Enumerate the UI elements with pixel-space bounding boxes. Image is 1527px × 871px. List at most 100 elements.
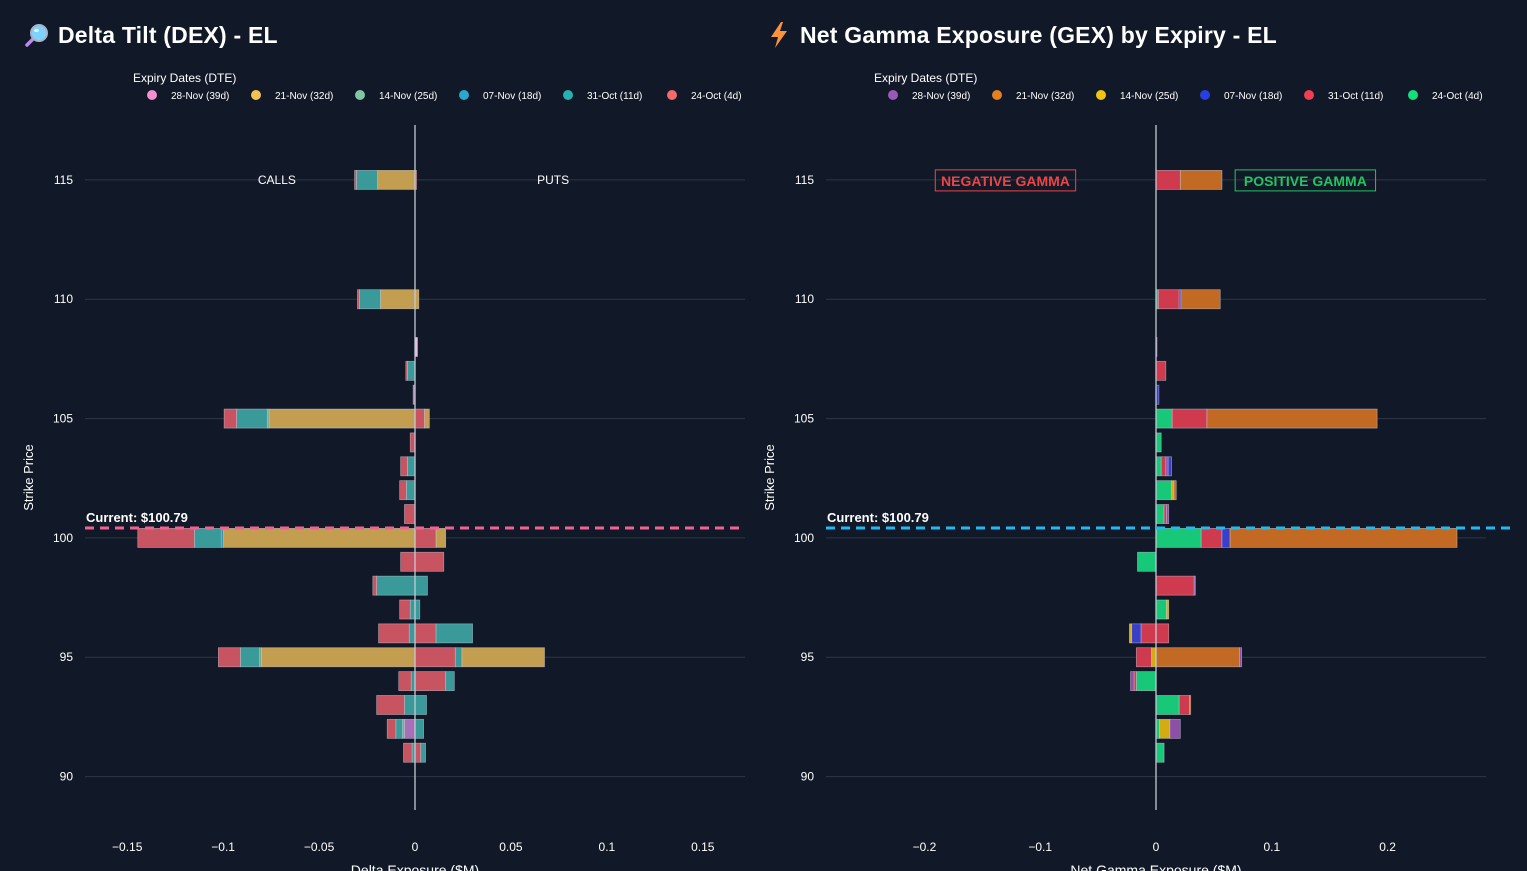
x-tick-label: −0.05 [304, 840, 335, 854]
bar-segment [406, 456, 416, 477]
legend-marker [563, 90, 573, 100]
bar-segment [414, 408, 425, 429]
annotation-box [934, 169, 1077, 192]
x-tick-label: −0.2 [913, 840, 937, 854]
bar-segment [1155, 504, 1165, 524]
bar-segment [1173, 480, 1177, 501]
y-tick-label: 95 [801, 650, 815, 664]
annotation-text: NEGATIVE GAMMA [941, 173, 1070, 189]
bar-segment [261, 647, 416, 668]
bar-segment [359, 289, 381, 310]
gex-title: Net Gamma Exposure (GEX) by Expiry - EL [800, 21, 1277, 48]
bar-segment [354, 169, 357, 190]
bar-segment [1157, 289, 1180, 310]
annotation-text: CALLS [258, 173, 296, 187]
bar-segment [1167, 456, 1172, 477]
bar-segment [445, 671, 455, 692]
y-tick-label: 100 [53, 531, 73, 545]
bar-segment [398, 671, 412, 692]
y-tick-label: 95 [60, 650, 74, 664]
bar-segment [378, 623, 410, 644]
delta-tilt-chart: 90 95 100 105 110 115 −0.15 −0.1 −0.05 0 0.05 0.1 0.… [21, 71, 745, 871]
bar-segment [1130, 671, 1135, 692]
bar-segment [194, 528, 222, 548]
x-tick-label: −0.15 [112, 840, 143, 854]
dex-header: Delta Tilt (DEX) - EL [24, 20, 278, 50]
legend-item: 24-Oct (4d) [667, 90, 742, 102]
bar-segment [1135, 647, 1152, 668]
bar-segment [1169, 718, 1181, 739]
bar-segment [1155, 647, 1240, 668]
bar-segment [435, 528, 447, 548]
gamma-exposure-chart: 90 95 100 105 110 115 −0.2 −0.1 0 0.1 0.2 Net Gamma… [762, 71, 1511, 871]
bar-segment [403, 742, 413, 763]
bar-segment [1166, 504, 1170, 524]
y-tick-label: 105 [794, 412, 814, 426]
bar-segment [376, 575, 416, 596]
legend-marker [888, 90, 898, 100]
legend-label: 24-Oct (4d) [1432, 91, 1483, 102]
bar-segment [461, 647, 545, 668]
bar-segment [406, 360, 416, 381]
annotation-text: POSITIVE GAMMA [1244, 173, 1367, 189]
bar-segment [1155, 742, 1165, 763]
bar-segment [414, 671, 447, 692]
legend-item: 31-Oct (11d) [1304, 90, 1383, 102]
bar-segment [414, 575, 428, 596]
x-tick-label: −0.1 [211, 840, 235, 854]
bar-segment [424, 408, 430, 429]
legend-label: 31-Oct (11d) [1328, 91, 1383, 102]
bar-segment [454, 647, 463, 668]
bar-segment [395, 718, 403, 739]
bar-segment [414, 742, 422, 763]
bar-segment [414, 551, 445, 572]
bar-segment [399, 599, 411, 620]
x-axis-title: Delta Exposure ($M) [351, 862, 479, 871]
y-tick-label: 110 [54, 292, 73, 306]
bar-segment [414, 647, 456, 668]
y-tick-label: 100 [794, 531, 814, 545]
y-tick-label: 110 [795, 292, 814, 306]
y-tick-label: 115 [54, 173, 73, 187]
legend-item: 21-Nov (32d) [251, 90, 333, 102]
y-tick-label: 105 [53, 412, 73, 426]
legend-marker [1096, 90, 1106, 100]
bar-segment [356, 169, 378, 190]
legend-label: 28-Nov (39d) [912, 91, 970, 102]
bar-segment [414, 695, 427, 715]
bar-segment [1193, 575, 1196, 596]
bar-segment [1171, 408, 1208, 429]
bar-segment [404, 695, 416, 715]
legend-item: 21-Nov (32d) [992, 90, 1074, 102]
bar-segment [222, 528, 416, 548]
x-tick-label: 0 [412, 840, 419, 854]
legend-marker [992, 90, 1002, 100]
legend-title: Expiry Dates (DTE) [874, 71, 977, 85]
legend-item: 07-Nov (18d) [1200, 90, 1282, 102]
bar-segment [1155, 599, 1167, 620]
bar-segment [357, 289, 360, 310]
bar-segment [1166, 599, 1170, 620]
bar-segment [1221, 528, 1231, 548]
bar-segment [1239, 647, 1243, 668]
bar-segment [377, 169, 416, 190]
current-price-label: Current: $100.79 [827, 510, 929, 525]
legend-item: 24-Oct (4d) [1408, 90, 1483, 102]
legend-label: 24-Oct (4d) [691, 91, 742, 102]
bar-segment [1159, 718, 1171, 739]
bar-segment [1155, 695, 1180, 715]
bar-segment [1160, 456, 1167, 477]
bar-segment [404, 504, 416, 524]
bar-segment [409, 432, 416, 453]
bar-segment [1229, 528, 1458, 548]
bar-segment [1178, 695, 1190, 715]
bar-segment [223, 408, 237, 429]
bar-segment [386, 718, 397, 739]
bar-segment [435, 623, 473, 644]
bar-segment [1189, 695, 1192, 715]
legend-item: 14-Nov (25d) [1096, 90, 1178, 102]
legend-label: 21-Nov (32d) [1016, 91, 1074, 102]
legend-item: 28-Nov (39d) [888, 90, 970, 102]
y-tick-label: 90 [801, 770, 815, 784]
legend-title: Expiry Dates (DTE) [133, 71, 236, 85]
